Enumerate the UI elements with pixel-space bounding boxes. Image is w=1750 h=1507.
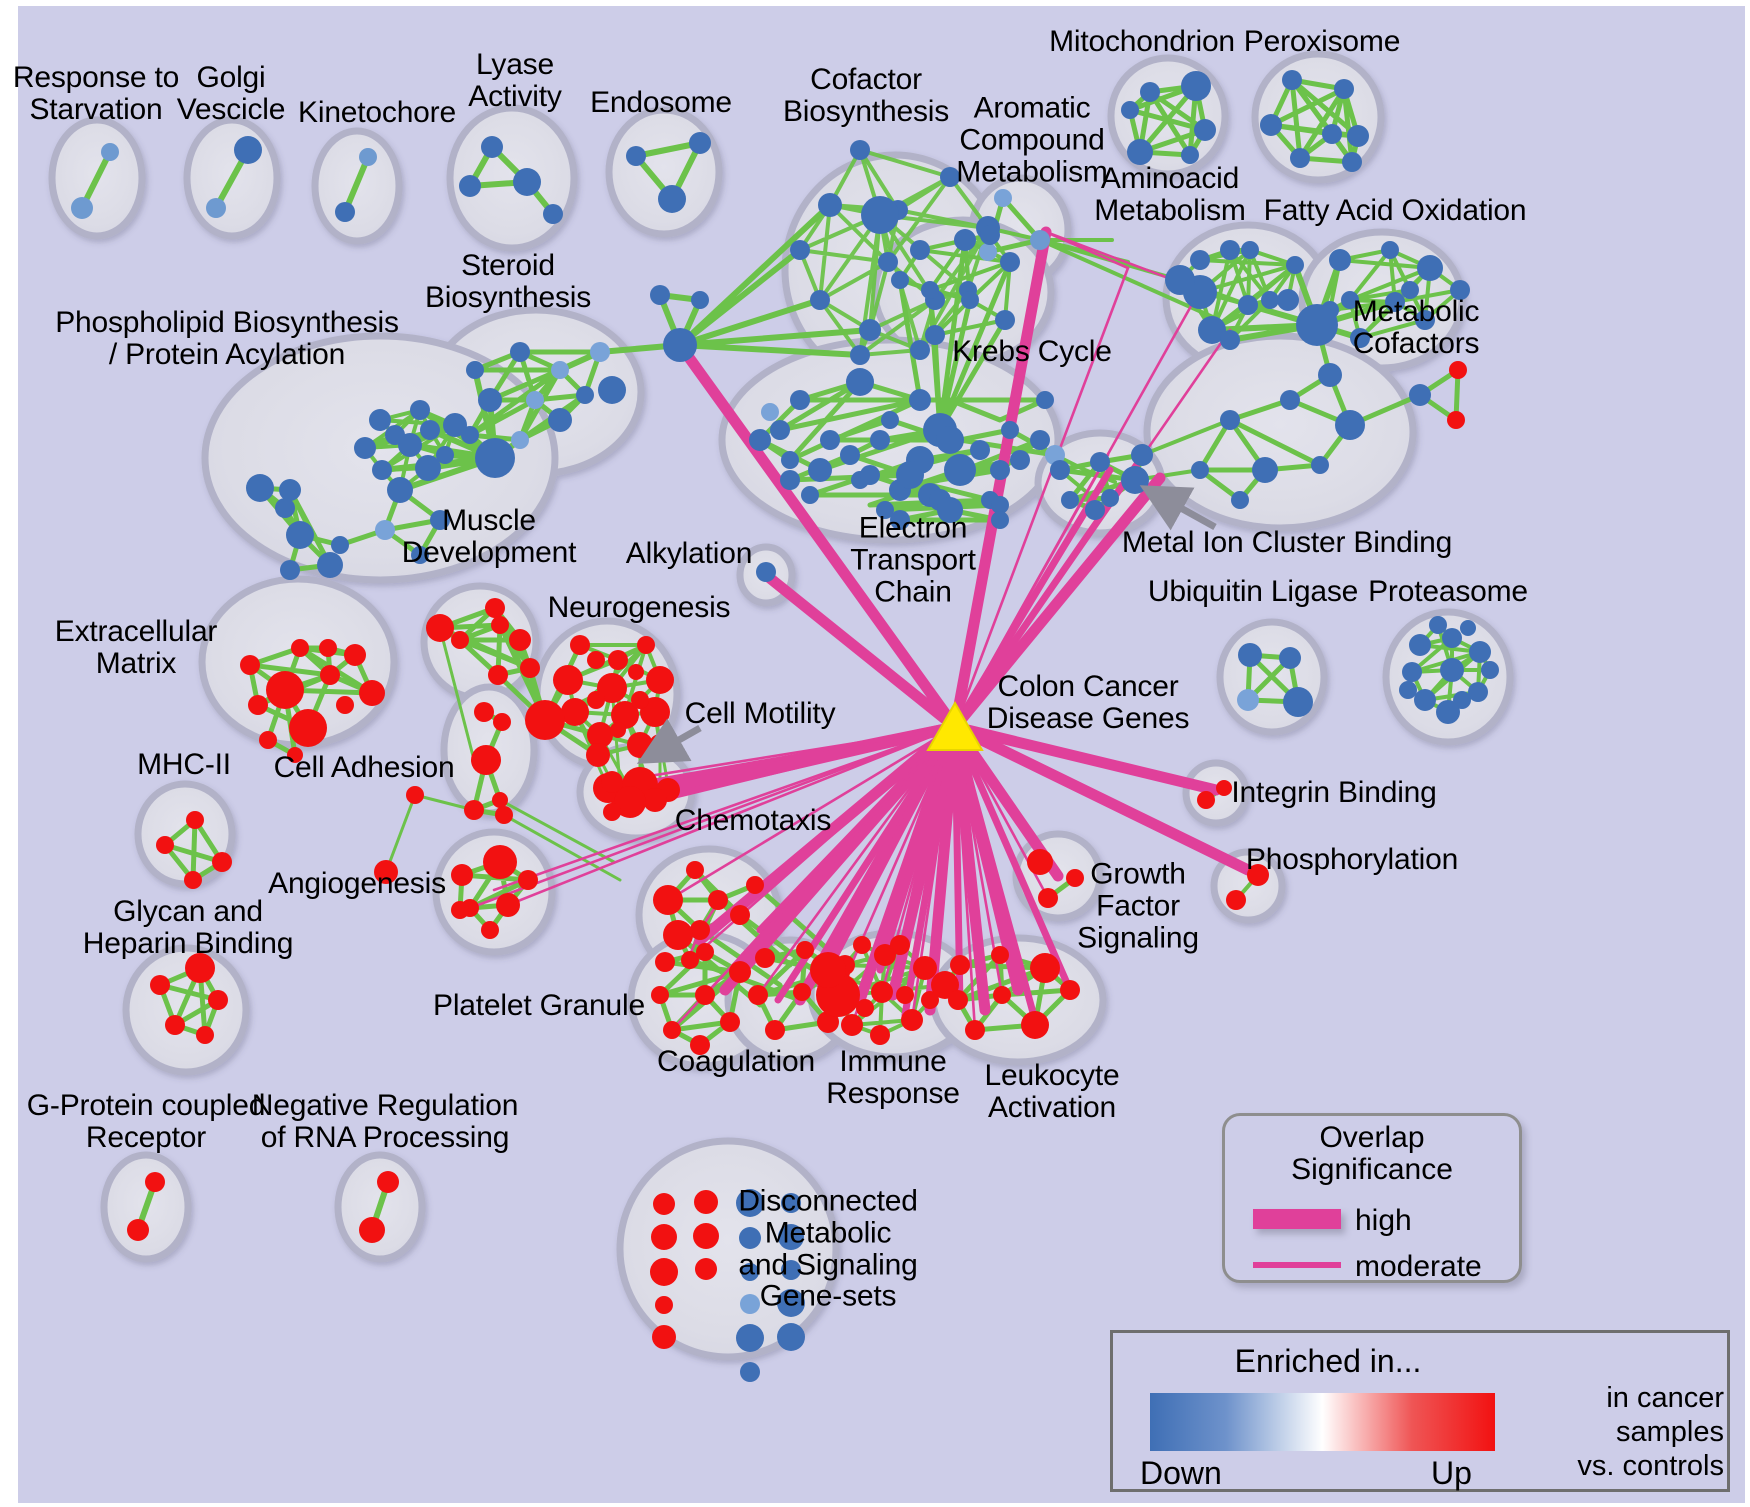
legend-label-moderate: moderate (1355, 1250, 1482, 1283)
bubble-disconnected-gene-sets (616, 1137, 840, 1361)
node-group-glycan-heparin-binding (150, 953, 228, 1044)
legend-overlap-significance: Overlap Significance high moderate (1222, 1113, 1522, 1283)
node-group-growth-factor-signaling (1027, 849, 1084, 908)
node-group-angiogenesis (374, 845, 538, 939)
node-down (71, 197, 93, 219)
node-group-fatty-acid-oxidation (1321, 241, 1470, 348)
node-group-extracellular-matrix (240, 639, 385, 763)
arrow-cell-motility (636, 718, 702, 764)
legend-side-text: in cancer samples vs. controls (1577, 1382, 1724, 1483)
gene-set-nodes (71, 70, 1499, 1382)
bubble-metabolic-cofactors (1143, 332, 1417, 532)
legend-label-up: Up (1431, 1455, 1472, 1491)
node-group-cell-adhesion (406, 702, 513, 824)
node-down (689, 132, 711, 154)
node-down (658, 185, 686, 213)
node-group-gpcr (127, 1172, 165, 1241)
node-group-phosphorylation (1226, 864, 1269, 910)
node-group-mhc-ii (156, 811, 232, 889)
legend-overlap-title: Overlap Significance (1291, 1121, 1453, 1187)
node-group-chemotaxis (653, 861, 764, 969)
legend-enrichment-title: Enriched in... (1234, 1343, 1422, 1379)
node-group-mitochondrion (1121, 71, 1216, 165)
node-down (650, 285, 670, 305)
node-group-metabolic-cofactors (1191, 361, 1467, 509)
annotation-arrows (636, 485, 1217, 764)
node-down (234, 136, 262, 164)
node-group-disconnected-gene-sets (650, 1189, 805, 1382)
node-down (101, 143, 119, 161)
node-down (626, 146, 646, 166)
disease-overlap-edges-pink (468, 226, 1254, 1032)
node-group-neurogenesis (525, 635, 674, 767)
node-group-phospholipid-biosynthesis (246, 400, 515, 580)
legend-enrichment: Enriched in... Down Up in cancer samples… (1110, 1330, 1730, 1492)
node-group-aromatic-compound (979, 189, 1050, 261)
node-group-leukocyte-activation (948, 946, 1080, 1040)
node-up (1447, 411, 1465, 429)
bubble-endosome (605, 106, 723, 238)
node-group-neg-reg-rna (359, 1171, 399, 1243)
bubble-angiogenesis (432, 828, 556, 956)
node-group-platelet-granule (651, 943, 751, 1055)
node-group-aminoacid-metabolism (1165, 240, 1304, 350)
node-group-ubiquitin-ligase (1237, 643, 1313, 717)
node-up (1449, 361, 1467, 379)
node-down (335, 202, 355, 222)
node-group-electron-transport-chain (749, 368, 1065, 530)
node-down-large (1296, 304, 1338, 346)
hub-triangle-colon-cancer-disease-genes[interactable] (926, 700, 984, 751)
node-group-immune-response (810, 935, 959, 1045)
legend-swatch-moderate (1253, 1262, 1341, 1268)
node-down (481, 136, 503, 158)
node-group-cell-motility (593, 767, 680, 821)
node-down (513, 168, 541, 196)
legend-label-high: high (1355, 1204, 1412, 1237)
node-group-krebs-cycle (891, 225, 1020, 345)
node-group-muscle-development (426, 598, 540, 685)
node-down (543, 204, 563, 224)
node-down (756, 562, 776, 582)
node-group-peroxisome (1260, 70, 1369, 172)
legend-swatch-high (1253, 1209, 1341, 1229)
enrichment-colorbar (1150, 1393, 1495, 1451)
node-down (206, 198, 226, 218)
node-group-proteasome (1399, 616, 1499, 724)
node-down (459, 175, 481, 197)
node-down (691, 291, 709, 309)
node-down (359, 148, 377, 166)
bubble-lyase-activity (446, 104, 578, 252)
arrow-metal-ion-cluster-binding (1139, 485, 1217, 531)
node-down-large (663, 328, 697, 362)
legend-label-down: Down (1140, 1455, 1222, 1491)
node-group-integrin-binding (1197, 780, 1232, 809)
